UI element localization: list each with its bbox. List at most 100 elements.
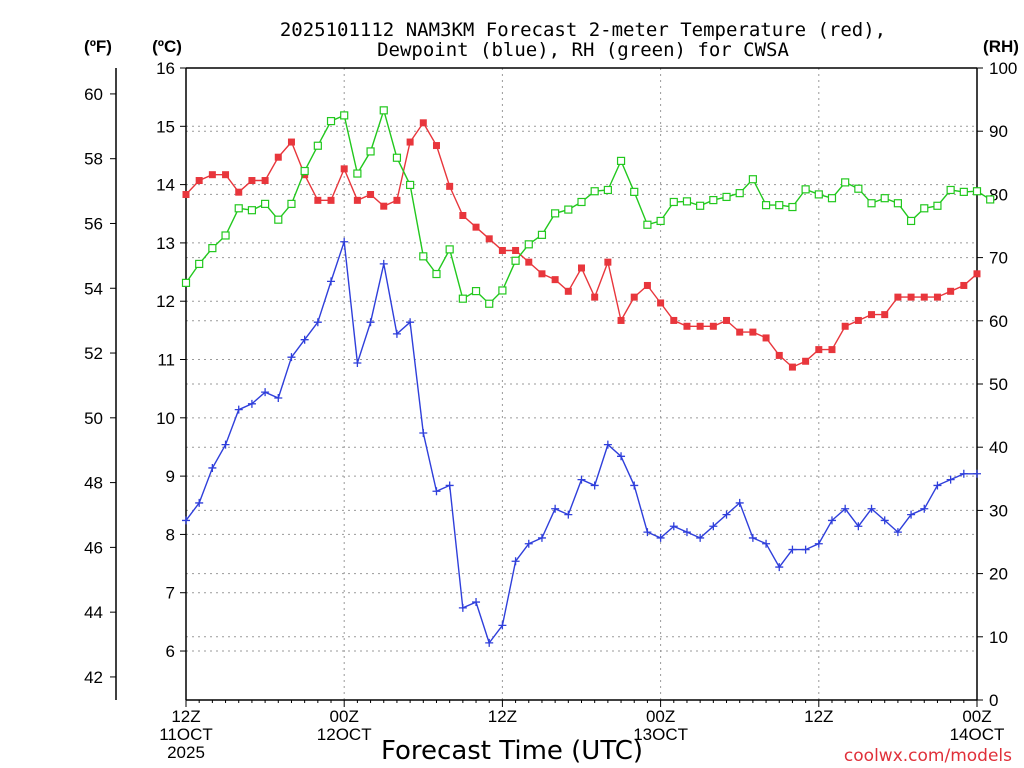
temperature-point — [630, 293, 638, 301]
rh-point — [181, 278, 191, 287]
dewpoint-point — [946, 475, 955, 484]
dewpoint-point — [893, 528, 902, 537]
dewpoint-point — [577, 475, 586, 484]
temperature-point — [538, 270, 546, 278]
temperature-point — [340, 165, 348, 173]
rh-point — [261, 199, 270, 208]
dewpoint-point — [669, 522, 678, 531]
time-tick-label: 00Z — [962, 707, 991, 726]
dewpoint-point — [656, 533, 665, 542]
dewpoint-point — [735, 498, 744, 507]
celsius-axis-unit: (ºC) — [152, 37, 182, 56]
temperature-point — [525, 258, 533, 266]
time-tick-label: 11OCT — [159, 725, 213, 744]
rh-point — [854, 184, 863, 193]
temperature-point — [841, 322, 849, 330]
dewpoint-point — [379, 259, 388, 268]
rh-point — [432, 269, 441, 279]
dewpoint-point — [920, 504, 929, 513]
rh-point — [893, 199, 903, 208]
temperature-point — [195, 177, 203, 185]
dewpoint-point — [432, 487, 441, 496]
dewpoint-point — [208, 463, 217, 472]
dewpoint-point — [247, 399, 256, 408]
dewpoint-point — [353, 359, 362, 368]
rh-point — [590, 187, 599, 196]
temperature-point — [881, 311, 889, 319]
dewpoint-point — [472, 598, 481, 607]
rh-point — [722, 192, 731, 202]
temperature-point — [643, 281, 651, 289]
rh-point — [709, 195, 718, 205]
temperature-point — [960, 281, 968, 289]
dewpoint-point — [630, 481, 639, 490]
rh-point — [616, 156, 626, 166]
rh-point — [498, 286, 507, 295]
temperature-point — [459, 212, 467, 220]
dewpoint-point — [709, 522, 718, 531]
dewpoint-point — [814, 539, 823, 548]
rh-point — [326, 116, 336, 126]
temperature-point — [472, 223, 480, 231]
temperature-point — [551, 276, 559, 284]
dewpoint-point — [498, 621, 507, 630]
temperature-point — [802, 357, 810, 365]
rh-point — [379, 106, 388, 115]
dewpoint-point — [327, 277, 336, 286]
dewpoint-point — [234, 405, 243, 414]
rh-tick-label: 30 — [989, 501, 1008, 520]
dewpoint-point — [458, 603, 467, 612]
time-tick-label: 00Z — [330, 707, 359, 726]
fahrenheit-tick-label: 54 — [84, 279, 103, 298]
rh-point — [247, 206, 257, 215]
dewpoint-point — [366, 318, 375, 327]
rh-tick-label: 20 — [989, 565, 1008, 584]
dewpoint-point — [867, 504, 876, 513]
temperature-point — [788, 363, 796, 371]
fahrenheit-tick-label: 42 — [84, 668, 103, 687]
rh-point — [419, 252, 428, 261]
temperature-point — [235, 188, 243, 196]
dewpoint-point — [524, 539, 533, 548]
celsius-tick-label: 14 — [156, 176, 175, 195]
rh-point — [761, 201, 771, 210]
rh-point — [986, 195, 995, 204]
fahrenheit-tick-label: 52 — [84, 344, 103, 363]
fahrenheit-tick-label: 46 — [84, 538, 103, 557]
dewpoint-point — [392, 329, 401, 338]
dewpoint-point — [537, 533, 546, 542]
temperature-point — [485, 235, 493, 243]
temperature-point — [723, 316, 731, 324]
fahrenheit-tick-label: 60 — [84, 85, 103, 104]
rh-point — [564, 205, 573, 214]
temperature-point — [512, 246, 520, 254]
rh-point — [841, 178, 850, 187]
temperature-point — [327, 196, 335, 204]
temperature-point — [208, 171, 216, 179]
celsius-tick-label: 9 — [166, 467, 175, 486]
dewpoint-point — [907, 510, 916, 519]
temperature-point — [907, 293, 915, 301]
data-series — [181, 106, 995, 647]
rh-point — [643, 220, 652, 229]
fahrenheit-tick-label: 50 — [84, 409, 103, 428]
grid-lines — [185, 67, 978, 701]
dewpoint-point — [590, 481, 599, 490]
rh-point — [195, 259, 204, 269]
rh-point — [603, 185, 612, 195]
fahrenheit-tick-label: 58 — [84, 150, 103, 169]
dewpoint-point — [406, 318, 415, 327]
temperature-point — [222, 171, 230, 179]
tick-labels: 6 7 8 9 10 11 12 13 14 15 16 42 44 46 48 50 52 54 56 58 60 0 1… — [84, 59, 1017, 762]
dewpoint-point — [445, 481, 454, 490]
series-dewpoint — [182, 237, 981, 647]
celsius-tick-label: 16 — [156, 59, 175, 78]
rh-point — [551, 209, 560, 218]
rh-point — [406, 180, 415, 190]
temperature-point — [709, 322, 717, 330]
fahrenheit-tick-label: 48 — [84, 474, 103, 493]
temperature-point — [274, 153, 282, 161]
temperature-point — [736, 328, 744, 336]
temperature-point — [683, 322, 691, 330]
